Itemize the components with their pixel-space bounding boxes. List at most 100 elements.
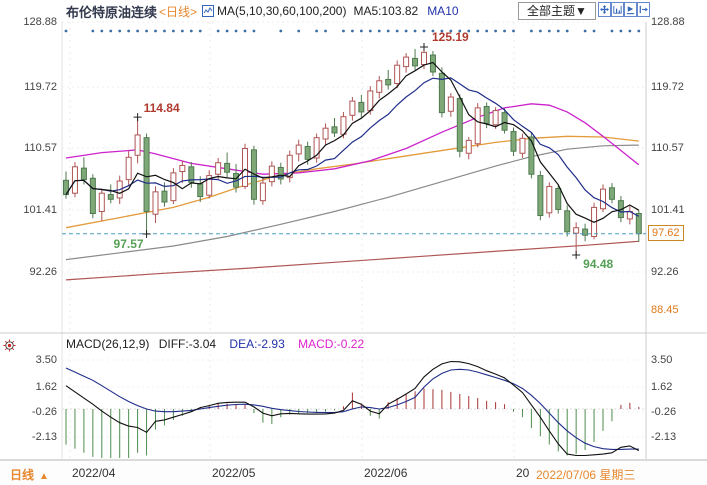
candle[interactable] (403, 56, 410, 68)
candle[interactable] (152, 191, 159, 215)
candle[interactable] (537, 175, 544, 217)
candle[interactable] (340, 116, 347, 135)
candle[interactable] (483, 106, 490, 124)
candle[interactable] (170, 172, 177, 202)
candle[interactable] (456, 97, 463, 152)
event-dot[interactable] (637, 29, 641, 33)
pan-crosshair-icon[interactable] (598, 2, 611, 17)
event-dot[interactable] (252, 29, 256, 33)
axis-scale-icon[interactable] (611, 2, 624, 17)
event-dot[interactable] (494, 29, 497, 33)
candle[interactable] (582, 228, 589, 236)
event-dot[interactable] (628, 29, 632, 33)
event-dot[interactable] (189, 29, 193, 33)
candle[interactable] (322, 127, 329, 140)
candle[interactable] (546, 185, 553, 214)
candle[interactable] (438, 72, 445, 114)
candle[interactable] (608, 187, 615, 200)
candle[interactable] (107, 194, 114, 200)
candle[interactable] (80, 167, 87, 181)
candle[interactable] (161, 190, 168, 203)
candle[interactable] (358, 101, 365, 113)
event-dot[interactable] (216, 29, 220, 33)
event-dot[interactable] (163, 29, 166, 33)
candle[interactable] (635, 213, 642, 235)
event-dot[interactable] (610, 29, 614, 33)
event-dot[interactable] (180, 29, 184, 33)
candle[interactable] (501, 112, 508, 131)
candle[interactable] (555, 187, 562, 210)
period-tag[interactable]: <日线> (159, 4, 198, 19)
event-dot[interactable] (503, 29, 506, 33)
candle[interactable] (349, 100, 356, 116)
event-dot[interactable] (431, 29, 435, 33)
candle[interactable] (268, 165, 275, 183)
candle[interactable] (492, 110, 499, 126)
candle[interactable] (600, 188, 606, 210)
event-dot[interactable] (404, 29, 408, 33)
candle[interactable] (510, 131, 517, 152)
macd-name[interactable]: MACD(26,12,9) (66, 337, 150, 351)
candle[interactable] (447, 96, 454, 112)
event-dot[interactable] (136, 29, 140, 33)
event-dot[interactable] (315, 29, 318, 33)
candle[interactable] (179, 164, 186, 173)
event-dot[interactable] (368, 29, 372, 33)
indicator-chart-icon[interactable] (202, 5, 215, 17)
candle[interactable] (474, 107, 481, 145)
event-dot[interactable] (100, 29, 104, 33)
playback-icon[interactable] (624, 2, 637, 17)
candle[interactable] (528, 136, 535, 175)
candle[interactable] (71, 166, 78, 194)
event-dot[interactable] (377, 29, 381, 33)
event-dot[interactable] (476, 29, 480, 33)
event-dot[interactable] (342, 29, 345, 33)
event-dot[interactable] (422, 29, 426, 33)
event-dot[interactable] (565, 29, 569, 33)
event-dot[interactable] (359, 29, 363, 33)
event-dot[interactable] (234, 29, 238, 33)
event-dot[interactable] (351, 29, 354, 33)
candle[interactable] (215, 162, 222, 175)
candle[interactable] (197, 183, 204, 198)
event-dot[interactable] (118, 29, 122, 33)
event-dot[interactable] (413, 29, 417, 33)
event-dot[interactable] (145, 29, 148, 33)
event-dot[interactable] (530, 29, 533, 33)
event-dot[interactable] (324, 29, 327, 33)
event-dot[interactable] (154, 29, 157, 33)
event-dot[interactable] (279, 29, 283, 33)
candle[interactable] (313, 137, 320, 159)
period-selector[interactable]: 日线 ▲ (10, 466, 49, 483)
event-dot[interactable] (297, 29, 301, 33)
candle[interactable] (573, 227, 580, 234)
event-dot[interactable] (583, 29, 587, 33)
candle[interactable] (421, 51, 427, 66)
event-dot[interactable] (547, 29, 551, 33)
event-dot[interactable] (91, 29, 95, 33)
event-dot[interactable] (512, 29, 515, 33)
event-dot[interactable] (619, 29, 623, 33)
candle[interactable] (295, 144, 302, 155)
candle[interactable] (412, 57, 419, 67)
pop-out-icon[interactable] (637, 2, 650, 17)
candle[interactable] (304, 145, 311, 160)
event-dot[interactable] (556, 29, 560, 33)
candle[interactable] (125, 156, 132, 181)
candle[interactable] (89, 177, 96, 215)
candle[interactable] (224, 162, 231, 173)
event-dot[interactable] (449, 29, 453, 33)
candle[interactable] (286, 154, 293, 179)
event-dot[interactable] (467, 29, 471, 33)
candle[interactable] (206, 175, 213, 196)
event-dot[interactable] (386, 29, 390, 33)
event-dot[interactable] (225, 29, 229, 33)
candle[interactable] (367, 90, 374, 112)
event-dot[interactable] (172, 29, 175, 33)
candle[interactable] (465, 139, 472, 154)
candle[interactable] (277, 166, 284, 180)
candle[interactable] (98, 192, 105, 212)
event-dot[interactable] (458, 29, 462, 33)
event-dot[interactable] (243, 29, 247, 33)
